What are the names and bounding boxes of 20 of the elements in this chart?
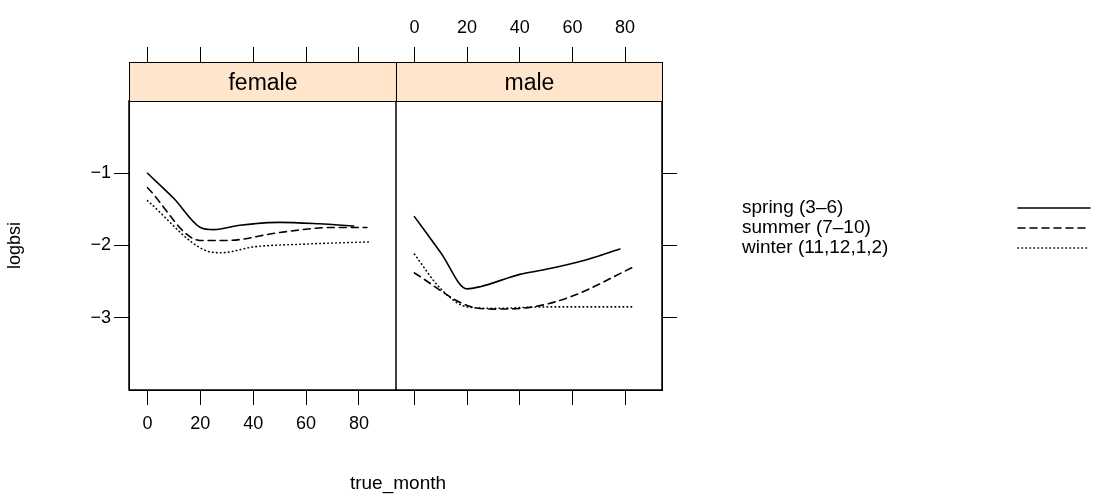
chart-title: female xyxy=(129,62,397,102)
text: spring (3–6) xyxy=(742,196,844,218)
x-tick-label: 20 xyxy=(457,17,478,38)
y-axis-title: logbsi xyxy=(3,221,24,270)
chart-title: male xyxy=(396,62,663,102)
y-tick-label: −3 xyxy=(90,306,111,327)
y-tick-label: −2 xyxy=(90,234,111,255)
x-tick-label: 80 xyxy=(615,17,636,38)
x-axis-title: true_month xyxy=(348,472,448,494)
x-tick-label: 0 xyxy=(142,412,153,433)
x-tick-label: 60 xyxy=(562,17,583,38)
x-tick-label: 0 xyxy=(409,17,420,38)
text: summer (7–10) xyxy=(742,216,871,238)
x-tick-label: 80 xyxy=(348,412,370,433)
y-tick-label: −1 xyxy=(90,162,111,183)
text: winter (11,12,1,2) xyxy=(741,236,889,258)
x-tick-label: 40 xyxy=(243,412,264,433)
x-tick-label: 20 xyxy=(190,412,211,433)
x-tick-label: 40 xyxy=(509,17,530,38)
x-tick-label: 60 xyxy=(296,412,317,433)
